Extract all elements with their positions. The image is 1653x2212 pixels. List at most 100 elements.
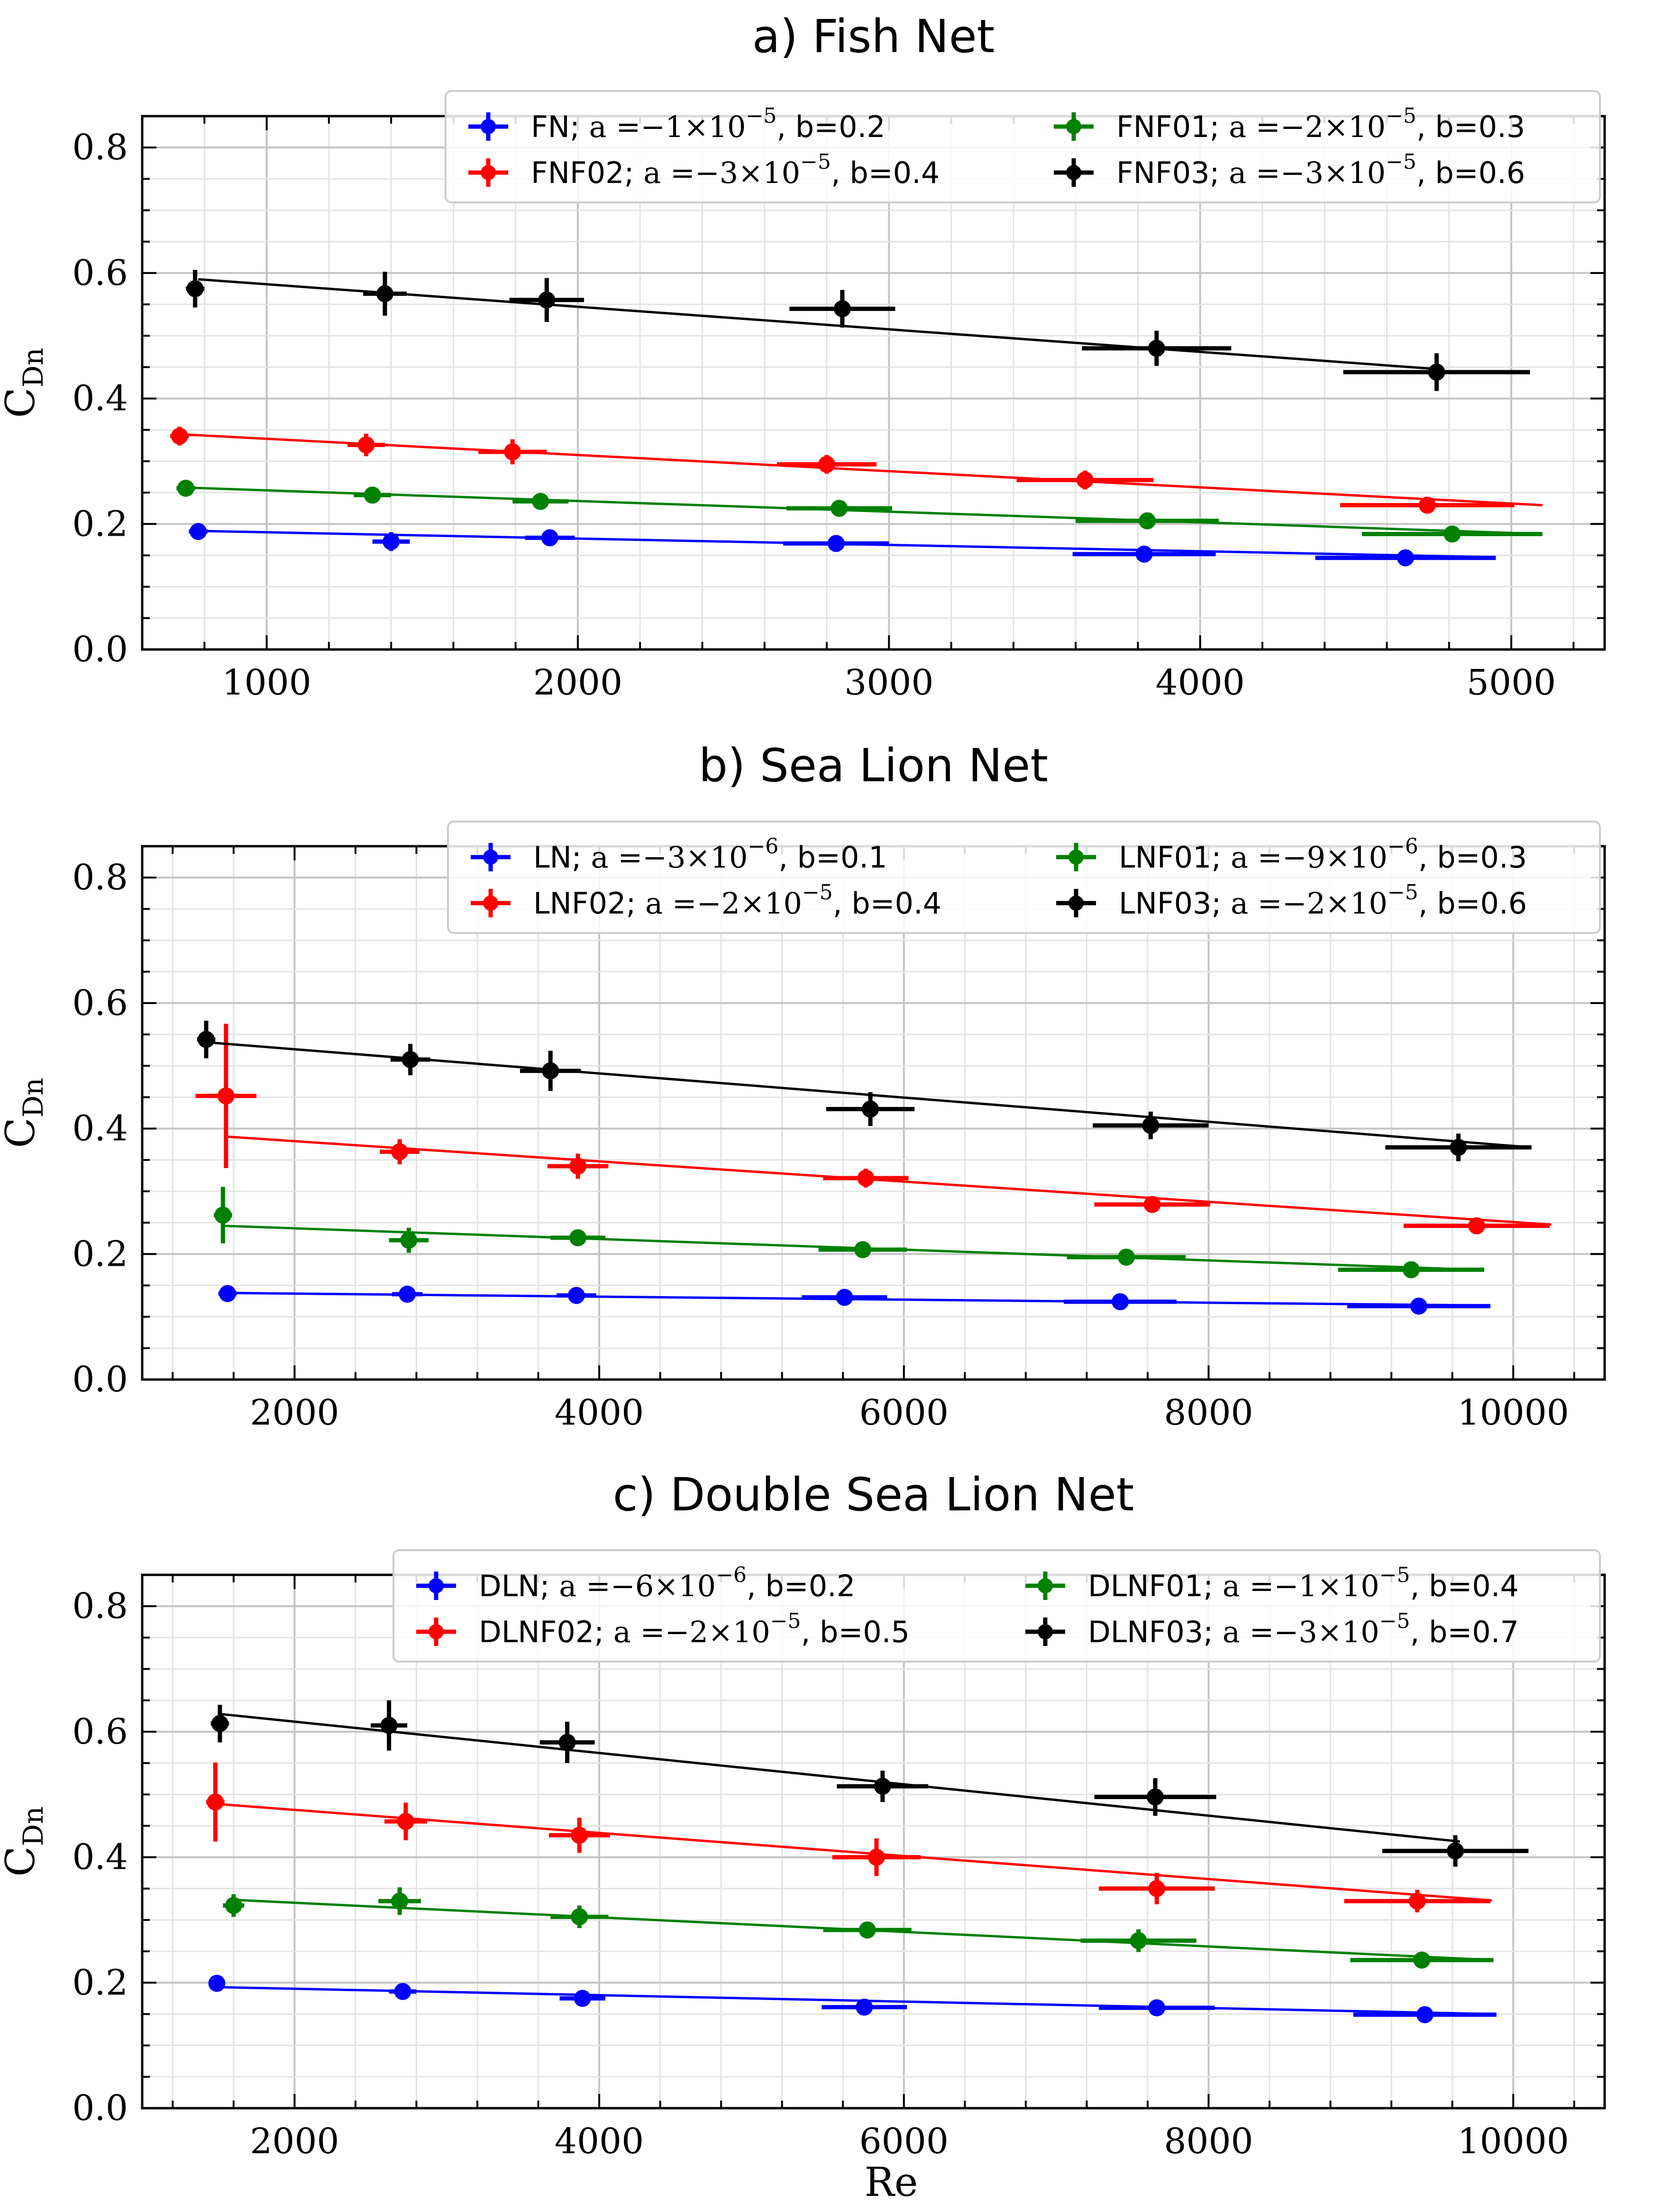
legend-marker-dot (1066, 119, 1081, 134)
y-tick-label: 0.2 (72, 1234, 128, 1274)
data-point (542, 1062, 559, 1079)
x-tick-label: 4000 (555, 1392, 644, 1433)
series-LNF01 (214, 1187, 1485, 1279)
data-point (391, 1892, 409, 1910)
legend-label: LNF02; a =−2×10−5, b=0.4 (533, 880, 941, 921)
data-point (1117, 1248, 1135, 1266)
data-point (376, 285, 393, 302)
data-point (211, 1715, 228, 1732)
x-tick-label: 6000 (859, 1392, 949, 1433)
data-point (397, 1813, 414, 1830)
legend-marker-dot (481, 165, 496, 180)
data-point (1450, 1139, 1467, 1156)
series-LNF02 (195, 1024, 1552, 1234)
data-point (1408, 1892, 1426, 1910)
data-point (357, 436, 375, 454)
series-DLNF02 (206, 1762, 1492, 1913)
data-point (207, 1793, 224, 1811)
panel-title: b) Sea Lion Net (699, 739, 1048, 792)
grid (141, 116, 1605, 649)
series-FNF01 (176, 479, 1543, 543)
data-point (383, 533, 400, 550)
data-point (1416, 2006, 1434, 2023)
y-tick-label: 0.8 (72, 857, 128, 898)
legend-box (393, 1549, 1601, 1663)
data-point (1418, 496, 1436, 514)
data-point (197, 1031, 215, 1048)
panel-title: a) Fish Net (752, 10, 995, 63)
data-point (818, 456, 836, 473)
series-DLNF01 (223, 1887, 1494, 1969)
legend-label: LNF01; a =−9×10−6, b=0.3 (1119, 834, 1527, 875)
data-point (571, 1827, 588, 1844)
legend-label: DLNF01; a =−1×10−5, b=0.4 (1088, 1563, 1519, 1603)
data-point (831, 500, 848, 517)
x-tick-label: 8000 (1164, 2121, 1253, 2162)
data-point (868, 1848, 885, 1866)
fit-line (215, 1802, 1492, 1902)
legend-marker-dot (1069, 850, 1084, 865)
data-point (380, 1717, 398, 1734)
data-point (177, 479, 194, 497)
x-tick-label: 3000 (844, 662, 933, 703)
data-point (1148, 1880, 1166, 1897)
fit-line (221, 1713, 1460, 1843)
data-point (567, 1287, 585, 1304)
legend-label: FNF03; a =−3×10−5, b=0.6 (1116, 150, 1525, 190)
panels: a) Fish Net 1000 2000 3000 4000 5000 0.0 0.2 0.4… (0, 10, 1606, 2162)
data-point (186, 280, 204, 297)
y-tick-label: 0.6 (72, 983, 128, 1024)
x-tick-label: 1000 (222, 662, 311, 703)
legend: FN; a =−1×10−5, b=0.2 FNF01; a =−2×10−5, … (445, 90, 1601, 203)
data-point (1148, 339, 1165, 357)
data-point (1139, 512, 1156, 530)
data-point (400, 1232, 418, 1249)
data-point (856, 1998, 873, 2016)
legend: LN; a =−3×10−6, b=0.1 LNF01; a =−9×10−6, … (447, 821, 1601, 934)
y-tick-label: 0.8 (72, 1586, 128, 1627)
data-point (1468, 1217, 1486, 1234)
series-DLNF03 (210, 1700, 1529, 1867)
data-point (571, 1908, 588, 1926)
data-point (217, 1087, 235, 1105)
y-tick-label: 0.6 (72, 253, 128, 293)
data-point (208, 1974, 226, 1992)
y-tick-label: 0.0 (72, 1359, 128, 1400)
data-point (190, 523, 207, 540)
data-point (1397, 549, 1414, 567)
x-tick-label: 2000 (533, 662, 622, 703)
legend-entry-LNF03: LNF03; a =−2×10−5, b=0.6 (1056, 880, 1527, 921)
data-point (569, 1158, 587, 1175)
y-tick-label: 0.4 (72, 1837, 128, 1878)
y-tick-label: 0.2 (72, 503, 128, 544)
data-point (225, 1897, 242, 1914)
fit-line (179, 433, 1543, 507)
legend-entry-LN: LN; a =−3×10−6, b=0.1 (471, 834, 887, 875)
data-point (574, 1990, 591, 2007)
legend-box (447, 821, 1601, 934)
legend-marker-dot (483, 850, 498, 865)
legend-marker-dot (1066, 165, 1081, 180)
data-point (399, 1286, 416, 1303)
data-point (402, 1051, 419, 1068)
legend-entry-LNF01: LNF01; a =−9×10−6, b=0.3 (1056, 834, 1527, 875)
panel-3: c) Double Sea Lion Net 2000 4000 6000 8000 10… (0, 1468, 1606, 2162)
data-point (1147, 1788, 1164, 1806)
data-point (1443, 525, 1461, 543)
data-point (1148, 1999, 1166, 2017)
data-point (532, 493, 549, 510)
legend-label: DLN; a =−6×10−6, b=0.2 (479, 1563, 855, 1603)
data-point (1135, 545, 1153, 563)
legend-entry-LNF02: LNF02; a =−2×10−5, b=0.4 (471, 880, 941, 921)
legend-entry-DLNF02: DLNF02; a =−2×10−5, b=0.5 (416, 1609, 910, 1649)
data-point (862, 1100, 879, 1118)
fit-line (227, 1135, 1552, 1226)
data-point (857, 1170, 875, 1187)
series-LNF03 (197, 1020, 1532, 1161)
data-point (1413, 1951, 1431, 1969)
legend-marker-dot (1038, 1624, 1053, 1639)
data-point (874, 1778, 891, 1795)
legend-marker-dot (481, 119, 496, 134)
y-tick-label: 0.6 (72, 1711, 128, 1752)
data-point (1143, 1196, 1161, 1213)
